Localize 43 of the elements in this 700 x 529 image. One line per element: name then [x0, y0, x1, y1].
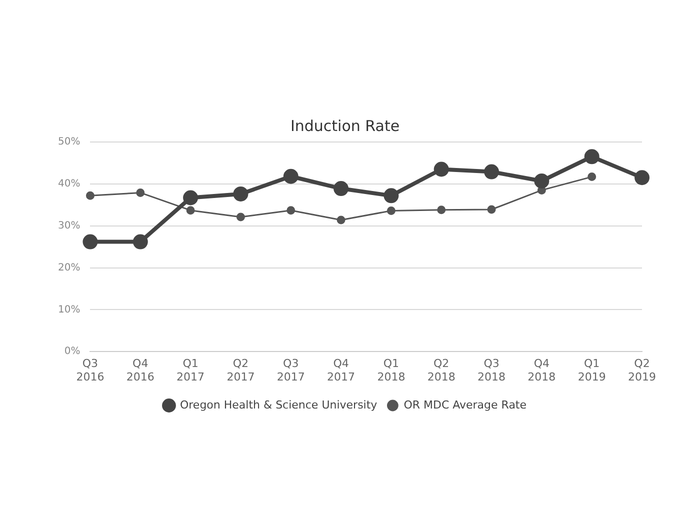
point: [86, 191, 94, 200]
point: [283, 168, 298, 184]
y-tick-label: 40%: [58, 178, 80, 190]
point: [236, 212, 245, 222]
x-tick-label: Q3 2016: [76, 357, 104, 384]
point: [186, 206, 195, 215]
x-tick-label: Q2 2018: [427, 357, 456, 384]
x-tick-label: Q2 2017: [226, 357, 255, 384]
legend-label: OR MDC Average Rate: [404, 398, 527, 412]
point: [386, 206, 396, 215]
point: [132, 234, 148, 250]
y-tick-label: 30%: [58, 220, 80, 232]
point: [484, 164, 500, 180]
x-tick-label: Q4 2018: [528, 357, 556, 384]
point: [434, 162, 449, 177]
point: [136, 188, 145, 197]
x-tick-label: Q4 2017: [327, 357, 356, 384]
x-tick-label: Q1 2017: [176, 357, 205, 384]
point: [336, 216, 346, 224]
x-tick-label: Q4 2016: [126, 357, 154, 384]
point: [534, 173, 550, 188]
point: [634, 170, 650, 186]
x-tick-label: Q3 2018: [478, 357, 506, 384]
point: [334, 181, 349, 196]
point: [233, 186, 248, 202]
point: [183, 190, 198, 206]
point: [286, 206, 296, 215]
y-tick-label: 10%: [58, 304, 80, 316]
point: [584, 149, 600, 164]
legend-label: Oregon Health & Science University: [180, 398, 378, 412]
point: [588, 172, 596, 182]
y-tick-label: 0%: [64, 346, 80, 358]
point: [487, 205, 496, 214]
y-tick-label: 20%: [58, 262, 80, 274]
chart-title: Induction Rate: [290, 116, 400, 135]
x-tick-label: Q2 2019: [628, 357, 656, 384]
point: [82, 234, 98, 250]
x-tick-label: Q3 2017: [276, 357, 305, 384]
point: [384, 188, 399, 204]
x-tick-label: Q1 2018: [377, 357, 406, 384]
y-tick-label: 50%: [58, 136, 80, 148]
point: [437, 206, 446, 214]
x-tick-label: Q1 2019: [578, 357, 606, 384]
